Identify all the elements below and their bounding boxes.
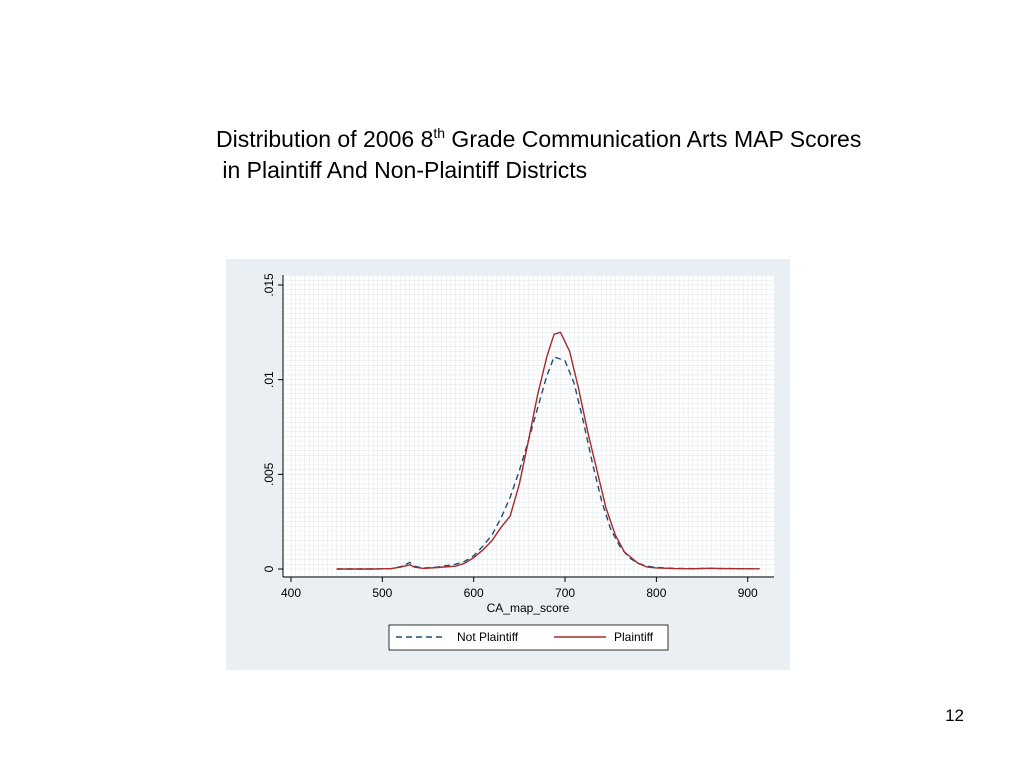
y-tick-label: .005 bbox=[262, 462, 276, 486]
slide-title-line-1-main: Distribution of 2006 8 bbox=[216, 126, 434, 152]
slide-title-line-1-rest: Grade Communication Arts MAP Scores bbox=[445, 126, 862, 152]
x-tick-label: 800 bbox=[646, 586, 666, 600]
y-axis-ticks: 0 .005 .01 .015 bbox=[262, 273, 283, 572]
slide-title-line-2: in Plaintiff And Non-Plaintiff Districts bbox=[216, 157, 588, 183]
legend-label-not-plaintiff: Not Plaintiff bbox=[457, 630, 519, 644]
x-tick-label: 600 bbox=[464, 586, 484, 600]
slide-title: Distribution of 2006 8th Grade Communica… bbox=[216, 124, 976, 186]
x-tick-label: 900 bbox=[738, 586, 758, 600]
page-number: 12 bbox=[945, 706, 964, 725]
slide-title-ordinal-suffix: th bbox=[433, 125, 446, 141]
slide-title-line-1: Distribution of 2006 8th Grade Communica… bbox=[216, 124, 976, 155]
legend-box bbox=[388, 624, 669, 651]
x-tick-label: 700 bbox=[555, 586, 575, 600]
x-axis-ticks: 400 500 600 700 800 900 bbox=[281, 577, 758, 600]
legend-label-plaintiff: Plaintiff bbox=[614, 630, 654, 644]
y-tick-label: 0 bbox=[262, 565, 276, 572]
y-tick-label: .01 bbox=[262, 371, 276, 388]
density-chart: 0 .005 .01 .015 400 500 600 700 800 900 CA_map_s… bbox=[226, 259, 790, 670]
legend: Not Plaintiff Plaintiff bbox=[388, 624, 669, 651]
series-line-plaintiff bbox=[336, 331, 760, 570]
x-tick-label: 500 bbox=[372, 586, 392, 600]
series-lines bbox=[336, 331, 760, 570]
y-tick-label: .015 bbox=[262, 273, 276, 297]
grid-lines bbox=[283, 275, 774, 577]
x-axis-label: CA_map_score bbox=[487, 601, 570, 615]
x-tick-label: 400 bbox=[281, 586, 301, 600]
